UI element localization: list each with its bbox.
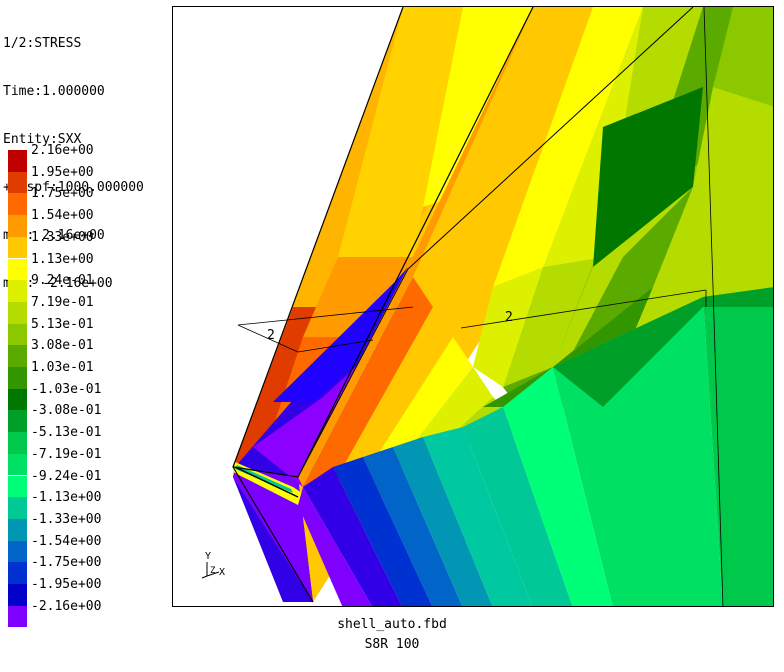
legend-swatch xyxy=(8,171,27,194)
model-filename: shell_auto.fbd xyxy=(337,617,447,632)
legend-swatch xyxy=(8,301,27,324)
legend-label: 1.13e+00 xyxy=(31,251,94,267)
legend-swatch xyxy=(8,215,27,237)
entity-label: Entity:SXX xyxy=(3,132,82,147)
dataset-label: 1/2:STRESS xyxy=(3,36,82,51)
legend-label: -1.54e+00 xyxy=(31,533,102,549)
legend-swatch xyxy=(8,150,27,172)
legend-label: 1.03e-01 xyxy=(31,360,94,375)
legend-label: 1.33e+00 xyxy=(31,229,94,245)
legend-label: 7.19e-01 xyxy=(31,294,94,310)
legend-swatch xyxy=(8,540,27,563)
legend-entry: 3.08e-01 xyxy=(8,338,168,367)
legend-entry: -2.16e+00 xyxy=(8,599,168,628)
model-viewport[interactable]: 2 2 xyxy=(172,6,774,607)
legend-entry: -1.03e-01 xyxy=(8,382,168,411)
legend-swatch xyxy=(8,280,27,302)
legend-entry: 1.33e+00 xyxy=(8,230,168,259)
legend-swatch xyxy=(8,388,27,411)
axis-x-label: X xyxy=(219,567,225,578)
legend-label: -1.33e+00 xyxy=(31,511,102,527)
legend-label: -2.16e+00 xyxy=(31,598,102,614)
legend-swatch xyxy=(8,518,27,541)
legend-label: 5.13e-01 xyxy=(31,316,94,332)
legend-entry: 1.03e-01 xyxy=(8,360,168,389)
axis-y-label: Y xyxy=(205,551,211,562)
legend-swatch xyxy=(8,453,27,476)
legend-swatch xyxy=(8,497,27,519)
fem-contour-plot: 2 2 xyxy=(232,7,773,606)
legend-swatch xyxy=(8,410,27,433)
legend-entry: 1.54e+00 xyxy=(8,208,168,237)
set-label-left: 2 xyxy=(267,328,275,343)
legend-label: 9.24e-01 xyxy=(31,273,94,289)
legend-label: -7.19e-01 xyxy=(31,446,102,462)
legend-entry: -1.33e+00 xyxy=(8,512,168,541)
legend-entry: -3.08e-01 xyxy=(8,403,168,433)
legend-entry: -1.95e+00 xyxy=(8,577,168,606)
legend-swatch xyxy=(8,562,27,584)
model-element-info: S8R 100 xyxy=(364,637,420,652)
legend-label: -9.24e-01 xyxy=(31,468,102,484)
legend-entry: -7.19e-01 xyxy=(8,447,168,476)
legend-entry: 9.24e-01 xyxy=(8,273,168,302)
legend-swatch xyxy=(8,193,27,216)
legend-entry: -9.24e-01 xyxy=(8,469,168,498)
legend-swatch xyxy=(8,258,27,281)
legend-swatch xyxy=(8,345,27,367)
legend-entry: 2.16e+00 xyxy=(8,143,168,172)
legend-label: 1.75e+00 xyxy=(31,186,94,202)
time-label: Time:1.000000 xyxy=(3,84,105,99)
legend-entry: -1.54e+00 xyxy=(8,534,168,563)
legend-entry: -5.13e-01 xyxy=(8,425,168,454)
displacement-factor-label: +Dispf:1000.000000 xyxy=(3,180,144,195)
legend-swatch xyxy=(8,236,27,259)
legend-swatch xyxy=(8,605,27,628)
legend-label: -1.03e-01 xyxy=(31,381,102,397)
legend-label: 3.08e-01 xyxy=(31,338,94,354)
legend-label: 1.54e+00 xyxy=(31,208,94,224)
z-axis-line xyxy=(201,575,208,579)
legend-entry: 1.75e+00 xyxy=(8,186,168,216)
legend-entry: 7.19e-01 xyxy=(8,295,168,324)
legend-label: 1.95e+00 xyxy=(31,164,94,180)
axis-z-label: Z xyxy=(210,566,216,576)
x-axis-line xyxy=(206,571,220,577)
legend-swatch xyxy=(8,475,27,498)
legend-label: -3.08e-01 xyxy=(31,403,102,419)
set-label-right: 2 xyxy=(505,310,513,325)
legend-label: -1.75e+00 xyxy=(31,555,102,571)
axis-triad: Y X Z xyxy=(199,550,229,580)
legend-label: 2.16e+00 xyxy=(31,143,94,158)
legend-swatch xyxy=(8,367,27,389)
legend-swatch xyxy=(8,323,27,346)
legend-label: -1.95e+00 xyxy=(31,577,102,592)
legend-swatch xyxy=(8,432,27,454)
legend-entry: -1.13e+00 xyxy=(8,490,168,519)
legend-label: -5.13e-01 xyxy=(31,425,102,441)
legend-entry: 1.13e+00 xyxy=(8,252,168,281)
legend-label: -1.13e+00 xyxy=(31,490,102,506)
legend-entry: -1.75e+00 xyxy=(8,555,168,584)
legend-entry: 5.13e-01 xyxy=(8,317,168,346)
legend-entry: 1.95e+00 xyxy=(8,165,168,194)
legend-swatch xyxy=(8,584,27,606)
